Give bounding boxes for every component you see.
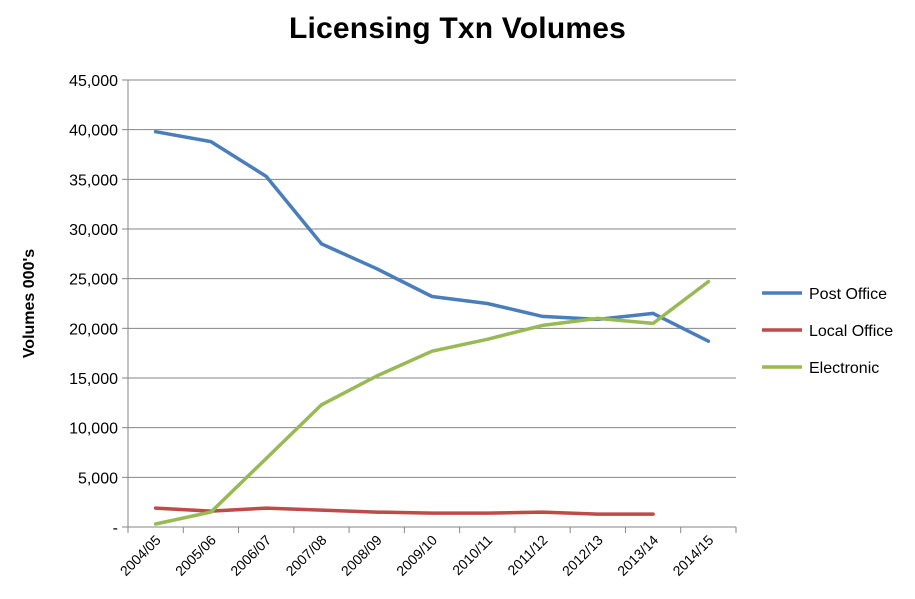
y-tick-label: 5,000 (78, 470, 118, 487)
series-line (153, 129, 711, 343)
x-tick-label: 2007/08 (282, 532, 329, 579)
legend-label: Post Office (809, 286, 887, 303)
y-tick-label: 20,000 (69, 321, 118, 338)
x-tick-label: 2012/13 (559, 532, 606, 579)
y-tick-label: 40,000 (69, 123, 118, 140)
x-tick-label: 2004/05 (117, 532, 164, 579)
y-tick-label: - (113, 520, 118, 537)
x-tick-label: 2008/09 (338, 532, 385, 579)
y-tick-label: 35,000 (69, 172, 118, 189)
legend-label: Local Office (809, 323, 893, 340)
x-tick-label: 2010/11 (449, 532, 496, 579)
y-tick-label: 10,000 (69, 421, 118, 438)
y-tick-label: 30,000 (69, 222, 118, 239)
y-tick-label: 45,000 (69, 73, 118, 90)
x-tick-label: 2006/07 (227, 532, 274, 579)
y-tick-label: 15,000 (69, 371, 118, 388)
y-axis-label: Volumes 000's (21, 249, 38, 358)
x-tick-label: 2009/10 (393, 532, 440, 579)
y-tick-label: 25,000 (69, 272, 118, 289)
x-tick-label: 2013/14 (614, 532, 661, 579)
x-tick-label: 2005/06 (172, 532, 219, 579)
chart-title: Licensing Txn Volumes (288, 12, 627, 45)
series-line (153, 506, 655, 516)
legend-label: Electronic (809, 360, 879, 377)
x-tick-label: 2014/15 (669, 532, 716, 579)
series-line (153, 279, 711, 526)
x-tick-label: 2011/12 (504, 532, 551, 579)
